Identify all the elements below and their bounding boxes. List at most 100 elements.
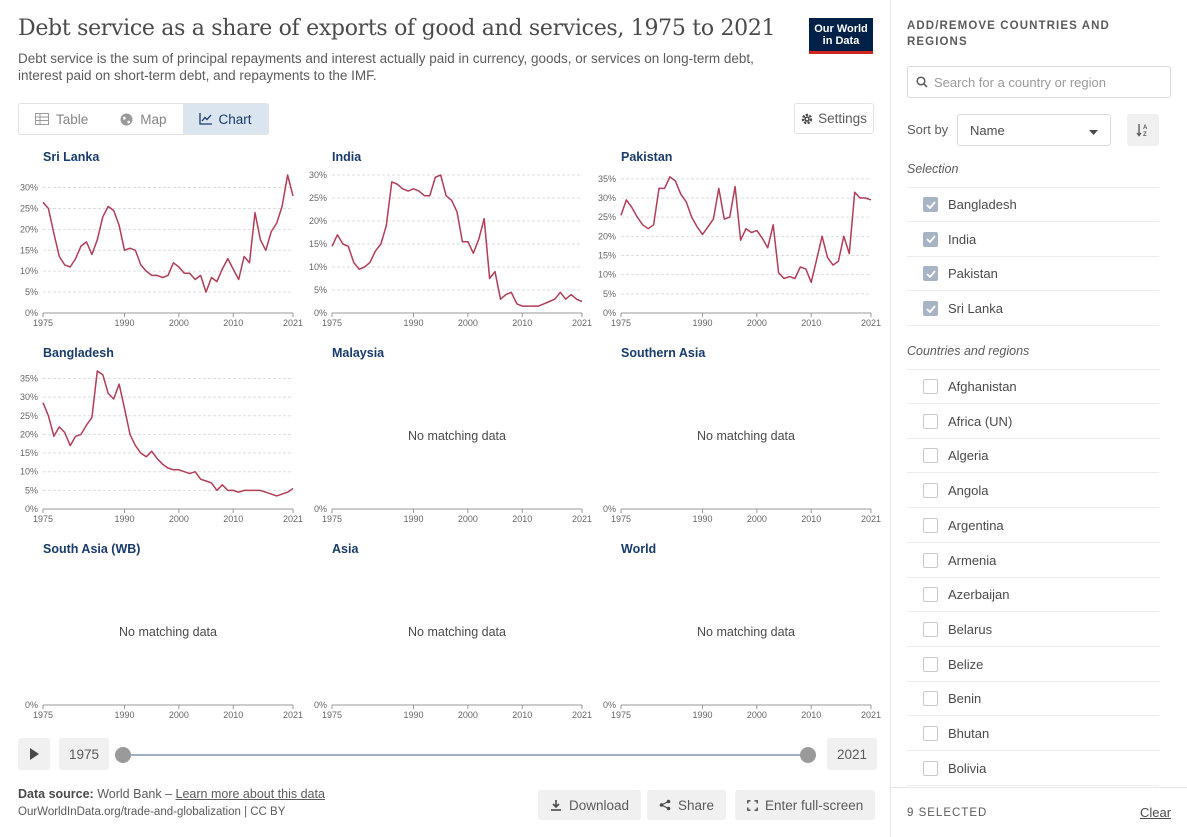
country-item[interactable]: Bhutan [907, 717, 1159, 751]
country-item[interactable]: Azerbaijan [907, 578, 1159, 613]
selection-item[interactable]: India [907, 223, 1159, 257]
checkbox[interactable] [923, 621, 938, 637]
selection-item[interactable]: Sri Lanka [907, 292, 1159, 327]
caret-down-icon [1089, 123, 1098, 138]
chart-panel-title: India [332, 150, 362, 164]
check-icon [925, 235, 936, 244]
chart-panel-2: Pakistan 0% 5% 10% 15% 20% 25% 30% 35% 1975 1990 20… [598, 150, 881, 328]
fullscreen-button[interactable]: Enter full-screen [735, 790, 876, 820]
logo-line-1: Our World [814, 23, 868, 35]
checkbox[interactable] [923, 301, 938, 317]
search-input[interactable]: Search for a country or region [907, 66, 1171, 98]
no-data-label: No matching data [697, 625, 795, 639]
sort-label: Sort by [907, 122, 949, 137]
checkbox[interactable] [923, 197, 938, 212]
x-tick-label: 1975 [611, 710, 631, 720]
y-tick-label: 25% [309, 193, 327, 203]
y-tick-label: 0% [603, 504, 616, 514]
y-tick-label: 0% [314, 504, 327, 514]
timeline-start-year[interactable]: 1975 [59, 738, 110, 770]
country-item[interactable]: Africa (UN) [907, 405, 1159, 439]
x-tick-label: 2000 [169, 710, 189, 720]
country-item[interactable]: Afghanistan [907, 370, 1159, 404]
y-tick-label: 0% [603, 308, 616, 318]
checkbox[interactable] [923, 587, 938, 603]
selection-item[interactable]: Bangladesh [907, 188, 1159, 222]
timeline-start-handle[interactable] [115, 747, 131, 763]
x-tick-label: 1990 [693, 710, 713, 720]
country-item[interactable]: Belize [907, 648, 1159, 682]
play-icon [30, 748, 39, 760]
country-item[interactable]: Belarus [907, 613, 1159, 647]
selection-label: India [948, 231, 977, 247]
country-item[interactable]: Angola [907, 474, 1159, 509]
timeline: 1975 2021 [18, 738, 878, 771]
x-tick-label: 2021 [861, 318, 881, 328]
entity-selector-sidebar: ADD/REMOVE COUNTRIES AND REGIONS Search … [890, 0, 1187, 837]
checkbox[interactable] [923, 691, 938, 707]
y-tick-label: 20% [598, 231, 616, 241]
timeline-end-year[interactable]: 2021 [827, 738, 878, 770]
checkbox[interactable] [923, 760, 938, 776]
country-label: Belarus [948, 621, 993, 637]
checkbox[interactable] [923, 552, 938, 568]
x-tick-label: 2000 [169, 318, 189, 328]
owid-logo[interactable]: Our World in Data [809, 18, 873, 54]
data-source-text: World Bank – [97, 787, 173, 801]
no-data-label: No matching data [697, 429, 795, 443]
checkbox[interactable] [923, 231, 938, 247]
x-tick-label: 1990 [404, 318, 424, 328]
settings-button[interactable]: Settings [794, 103, 874, 134]
country-item[interactable]: Bolivia [907, 752, 1159, 786]
x-tick-label: 1975 [322, 318, 342, 328]
series-line[interactable] [331, 174, 583, 307]
country-item[interactable]: Benin [907, 682, 1159, 717]
data-source: Data source: World Bank – Learn more abo… [18, 787, 325, 801]
series-line[interactable] [42, 174, 294, 293]
download-label: Download [569, 797, 630, 813]
y-tick-label: 15% [20, 448, 38, 458]
timeline-track[interactable] [123, 754, 808, 756]
chart-panel-5: Southern Asia 0%1975 1990 2000 2010 2021 No ma… [603, 346, 881, 524]
play-button[interactable] [18, 738, 50, 770]
clear-button[interactable]: Clear [1140, 805, 1172, 820]
chart-panel-title: Bangladesh [43, 346, 114, 360]
selection-label: Pakistan [948, 266, 998, 282]
selection-item[interactable]: Pakistan [907, 257, 1159, 292]
country-label: Argentina [948, 517, 1004, 533]
svg-text:Z: Z [1143, 132, 1147, 137]
chart-subtitle: Debt service is the sum of principal rep… [18, 51, 754, 83]
country-item[interactable]: Armenia [907, 544, 1159, 578]
chart-panel-1: India 0% 5% 10% 15% 20% 25% 30% 1975 1990 2000 2010… [309, 150, 592, 328]
sort-value: Name [970, 122, 1005, 138]
x-tick-label: 2010 [223, 318, 243, 328]
share-button[interactable]: Share [647, 790, 727, 820]
checkbox[interactable] [923, 266, 938, 282]
checkbox[interactable] [923, 413, 938, 429]
learn-more-link[interactable]: Learn more about this data [175, 787, 325, 801]
tab-chart[interactable]: Chart [182, 104, 268, 134]
country-item[interactable]: Argentina [907, 509, 1159, 543]
x-tick-label: 1990 [404, 710, 424, 720]
x-tick-label: 2010 [801, 514, 821, 524]
timeline-end-handle[interactable] [800, 747, 816, 763]
series-line[interactable] [42, 370, 294, 497]
checkbox[interactable] [923, 656, 938, 672]
checkbox[interactable] [923, 379, 938, 394]
checkbox[interactable] [923, 483, 938, 499]
tab-table[interactable]: Table [19, 104, 104, 134]
country-label: Afghanistan [948, 379, 1017, 394]
download-button[interactable]: Download [538, 790, 642, 820]
checkbox[interactable] [923, 517, 938, 533]
series-line[interactable] [620, 176, 872, 284]
x-tick-label: 2010 [801, 710, 821, 720]
sort-dropdown[interactable]: Name [957, 114, 1111, 146]
check-icon [925, 200, 936, 209]
y-tick-label: 0% [25, 504, 38, 514]
checkbox[interactable] [923, 726, 938, 741]
checkbox[interactable] [923, 448, 938, 464]
x-tick-label: 2021 [861, 514, 881, 524]
tab-map[interactable]: Map [104, 104, 182, 134]
country-item[interactable]: Algeria [907, 439, 1159, 474]
